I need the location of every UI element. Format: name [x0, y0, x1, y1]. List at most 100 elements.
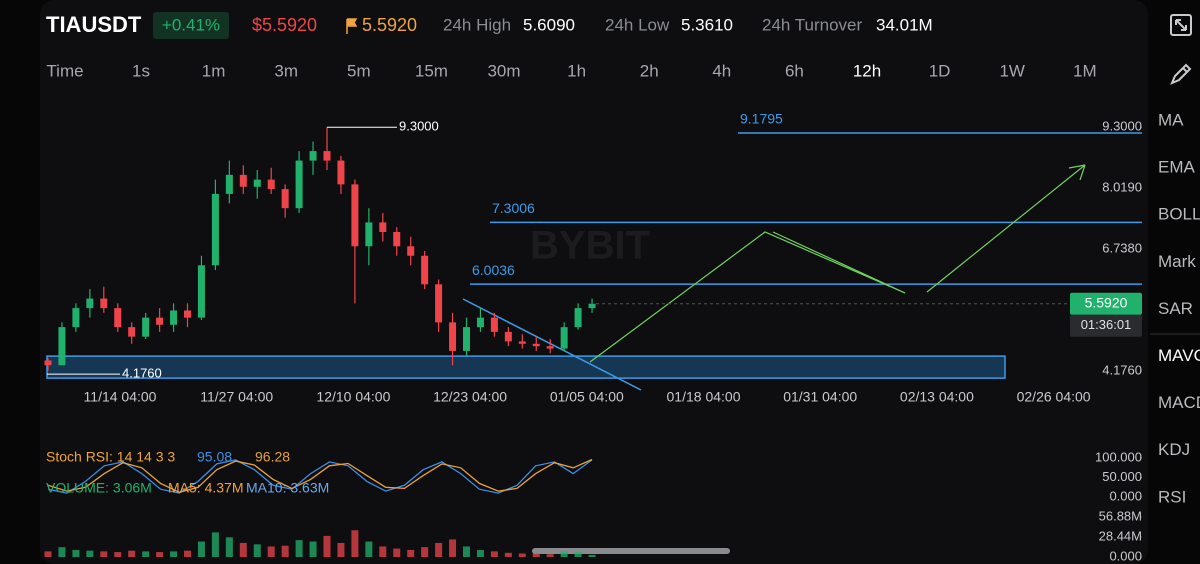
level-label: 9.1795 — [740, 111, 783, 127]
candle-body — [86, 298, 94, 309]
candle-body — [532, 343, 540, 347]
mark-price: 5.5920 — [362, 15, 417, 35]
volume-bar — [476, 549, 484, 557]
candle-body — [365, 222, 373, 247]
timeframe[interactable]: 1s — [132, 61, 150, 80]
candle-body — [546, 346, 554, 349]
indicator[interactable]: BOLL — [1158, 205, 1200, 224]
indicator[interactable]: MA — [1158, 110, 1184, 129]
symbol[interactable]: TIAUSDT — [46, 12, 142, 37]
volume-bar — [72, 549, 80, 557]
volume-bar — [197, 541, 205, 557]
candle-body — [225, 174, 233, 194]
volume-bar — [225, 537, 233, 557]
candle-body — [114, 308, 122, 328]
y-tick-label: 8.0190 — [1102, 180, 1142, 195]
timeframe[interactable]: 15m — [415, 61, 448, 80]
change: +0.41% — [162, 15, 220, 34]
timeframe[interactable]: 1m — [202, 61, 226, 80]
volume-bar — [449, 539, 457, 557]
last-price-label: 5.5920 — [1085, 294, 1128, 310]
volume-title: VOLUME: 3.06M — [46, 480, 152, 496]
volume-bar — [365, 541, 373, 557]
last-price-tag — [1070, 292, 1142, 315]
high-label: 24h High — [443, 15, 511, 34]
candle-body — [253, 179, 261, 187]
y-tick-label: 4.1760 — [1102, 363, 1142, 378]
x-tick-label: 12/23 04:00 — [433, 389, 507, 405]
timeframe[interactable]: 12h — [853, 61, 881, 80]
timeframe[interactable]: 30m — [487, 61, 520, 80]
volume-bar — [114, 552, 122, 557]
turnover-label: 24h Turnover — [762, 15, 863, 34]
volume-bar — [309, 541, 317, 557]
timeframe[interactable]: 1h — [567, 61, 586, 80]
draw-icon[interactable] — [1170, 63, 1192, 85]
candle-body — [574, 308, 582, 328]
volume-bar — [253, 544, 261, 557]
volume-bar — [435, 542, 443, 557]
stoch-legend: 95.08 — [197, 449, 232, 465]
volume-bar — [44, 551, 52, 557]
x-tick-label: 12/10 04:00 — [316, 389, 390, 405]
candle-body — [170, 310, 178, 325]
candle-body — [337, 160, 345, 185]
timeframe[interactable]: 1M — [1073, 61, 1097, 80]
timeframe[interactable]: 1D — [929, 61, 951, 80]
candle-body — [72, 308, 80, 328]
x-tick-label: 02/13 04:00 — [900, 389, 974, 405]
stoch-tick-label: 100.000 — [1095, 449, 1142, 464]
countdown: 01:36:01 — [1081, 317, 1132, 332]
timeframe[interactable]: 6h — [785, 61, 804, 80]
indicator[interactable]: EMA — [1158, 158, 1196, 177]
fullscreen-icon[interactable] — [1170, 14, 1192, 36]
candle-body — [407, 246, 415, 256]
x-tick-label: 01/05 04:00 — [550, 389, 624, 405]
volume-bar — [295, 540, 303, 557]
volume-bar — [170, 551, 178, 557]
timeframe[interactable]: 1W — [999, 61, 1025, 80]
indicator[interactable]: Mark — [1158, 252, 1196, 271]
indicator[interactable]: MAVO — [1158, 346, 1200, 365]
change-badge — [153, 12, 229, 39]
candle-body — [393, 231, 401, 247]
timeframe[interactable]: 4h — [712, 61, 731, 80]
candle-body — [560, 327, 568, 349]
volume-bar — [560, 551, 568, 557]
indicator[interactable]: RSI — [1158, 487, 1186, 506]
indicator[interactable]: SAR — [1158, 299, 1193, 318]
projection-arrow — [926, 164, 1086, 293]
volume-bar — [407, 549, 415, 557]
volume-bar — [142, 551, 150, 557]
volume-bar — [281, 545, 289, 557]
volume-bar — [393, 548, 401, 557]
candle-body — [100, 298, 108, 309]
timeframe[interactable]: Time — [46, 61, 83, 80]
candle-body — [463, 327, 470, 351]
stoch-line — [47, 459, 593, 494]
volume-tick-label: 28.44M — [1099, 528, 1142, 543]
volume-ma5: MA5: 4.37M — [168, 480, 243, 496]
x-tick-label: 01/31 04:00 — [783, 389, 857, 405]
stoch-line — [47, 458, 593, 493]
x-tick-label: 02/26 04:00 — [1017, 389, 1091, 405]
timeframe[interactable]: 3m — [274, 61, 298, 80]
indicator[interactable]: MACD — [1158, 393, 1200, 412]
stoch-legend: 96.28 — [255, 449, 290, 465]
candle-body — [449, 322, 457, 351]
timeframe[interactable]: 5m — [347, 61, 371, 80]
candle-body — [476, 317, 484, 328]
support-zone — [46, 355, 1006, 379]
volume-bar — [351, 530, 359, 557]
volume-bar — [267, 546, 275, 557]
price: $5.5920 — [252, 15, 317, 35]
volume-bar — [463, 546, 470, 557]
timeframe[interactable]: 2h — [640, 61, 659, 80]
volume-bar — [504, 552, 512, 557]
candle-body — [588, 303, 596, 309]
indicator[interactable]: KDJ — [1158, 440, 1190, 459]
countdown-tag — [1070, 314, 1142, 337]
candle-body — [211, 193, 219, 266]
projection — [772, 231, 906, 294]
candle-body — [58, 327, 66, 366]
